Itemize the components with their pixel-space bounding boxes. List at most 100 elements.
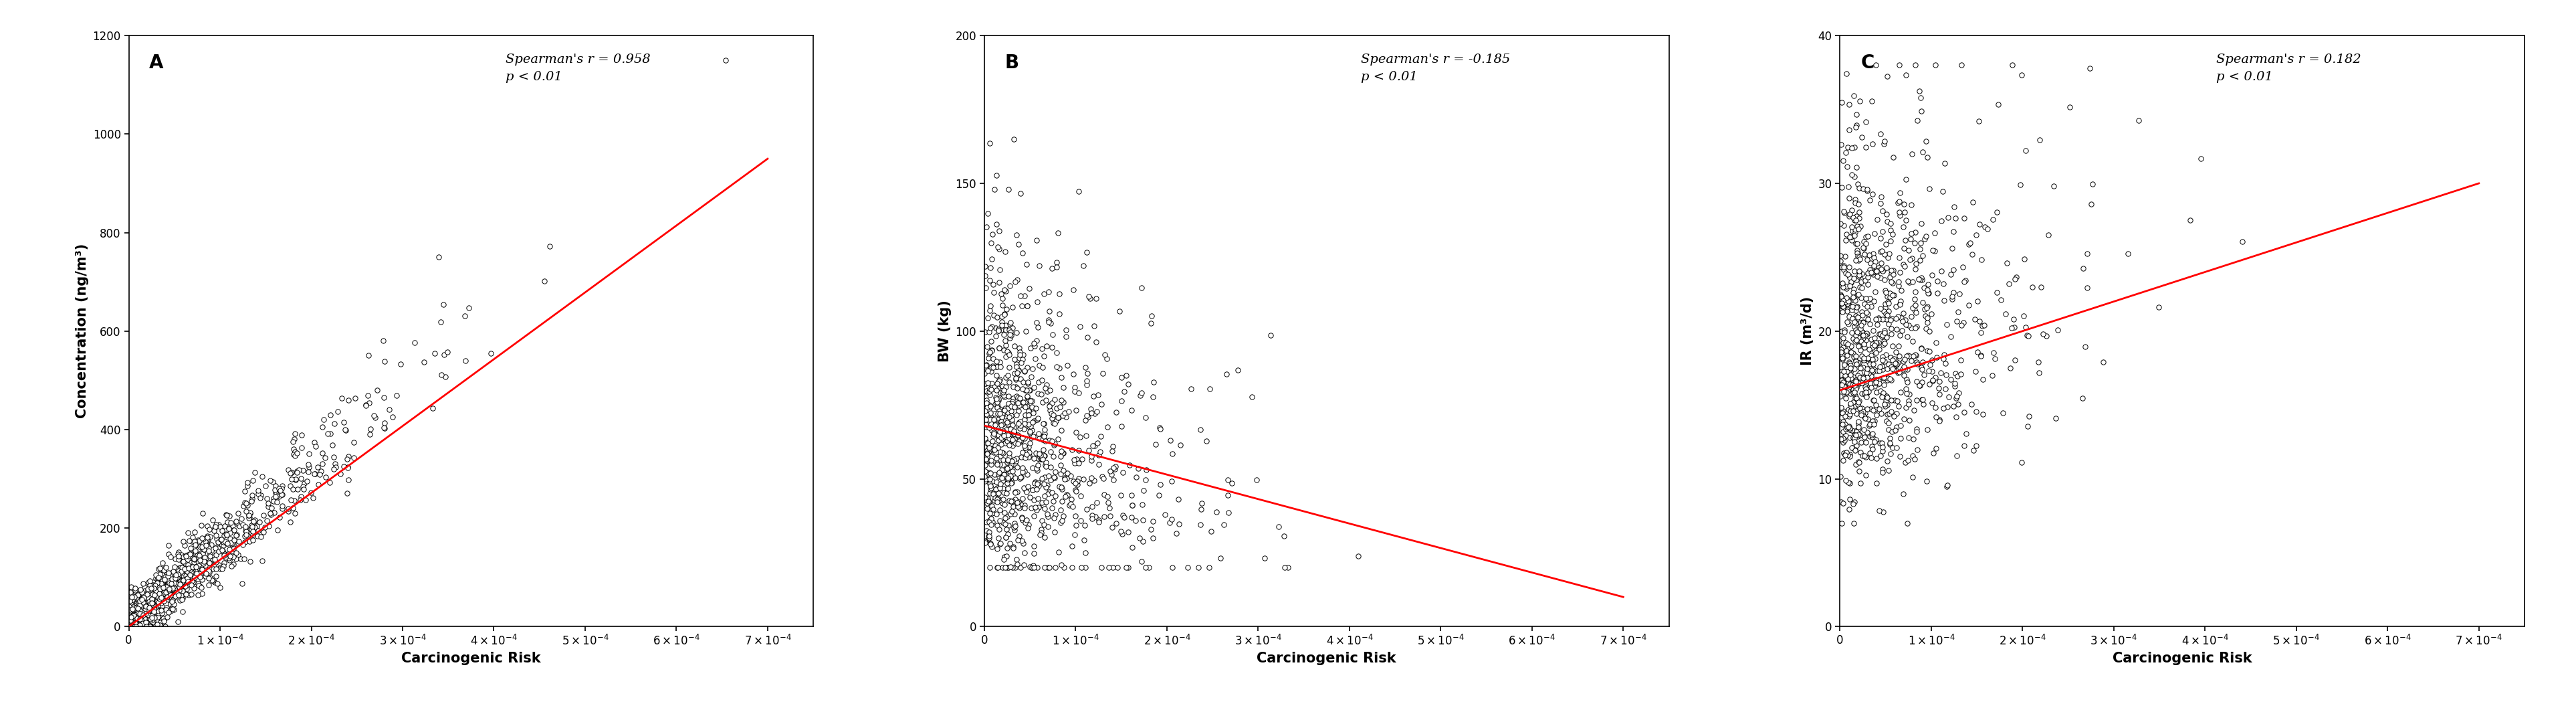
Point [979,342,1020,354]
Point [987,455,1028,466]
Point [268,506,309,517]
Point [979,375,1020,387]
Point [1015,234,1056,246]
Point [227,499,268,511]
Point [984,391,1025,402]
Point [966,525,1007,537]
Point [232,521,273,533]
Point [1883,261,1924,273]
Point [1837,247,1878,258]
Point [1821,436,1862,448]
Point [1025,491,1066,502]
Point [1007,300,1048,312]
Point [994,340,1036,352]
Point [1852,364,1893,375]
Point [1033,329,1074,340]
Point [1048,406,1090,417]
Point [118,606,160,617]
Point [224,497,265,508]
Point [1909,326,1950,337]
Point [134,599,175,610]
Point [1826,373,1868,384]
Point [1824,386,1865,397]
Point [121,618,162,629]
Point [976,446,1018,458]
Point [997,382,1038,394]
Point [1829,409,1870,420]
Point [111,621,152,632]
Point [124,599,165,610]
Point [1837,456,1878,467]
Point [997,409,1038,420]
Point [997,401,1038,412]
Point [165,570,206,582]
Point [1834,518,1875,529]
Point [2071,199,2112,210]
Point [1839,327,1880,338]
Point [191,548,232,560]
Point [994,425,1036,436]
Point [1005,485,1046,496]
Point [1837,327,1878,338]
Point [1033,439,1074,451]
Point [1878,252,1919,263]
Point [1937,399,1978,410]
Point [981,300,1023,311]
Point [1007,441,1048,453]
Point [999,498,1041,510]
Point [134,581,175,592]
Point [147,598,188,609]
Point [1203,519,1244,530]
Point [974,483,1015,495]
Point [1048,500,1090,511]
Point [147,582,188,593]
Point [963,270,1005,281]
Point [1844,431,1886,443]
Point [121,594,162,605]
Point [1837,407,1878,419]
Point [974,408,1015,419]
Point [994,276,1036,287]
Point [185,570,227,582]
Point [1991,322,2032,333]
Point [1072,501,1113,512]
Point [1935,380,1976,392]
Point [139,592,180,603]
Point [1873,442,1914,454]
Point [111,611,152,622]
Point [131,597,173,608]
Point [1121,387,1162,399]
Point [976,494,1018,506]
Point [1847,367,1888,379]
Point [1002,397,1043,408]
Point [966,471,1007,482]
Point [1826,296,1868,308]
Point [1937,387,1978,399]
Point [1832,431,1873,443]
Point [1005,466,1046,477]
Point [1844,328,1886,339]
Point [124,601,165,612]
Point [1834,429,1875,440]
Point [1824,206,1865,217]
Point [981,410,1023,422]
Point [1958,115,1999,127]
Point [1051,493,1092,505]
Point [984,454,1025,465]
Point [1028,400,1069,412]
Point [987,550,1028,562]
Point [1981,294,2022,305]
Point [1847,403,1888,414]
Point [1824,434,1865,446]
Point [113,602,155,613]
Point [131,593,173,604]
Point [1157,493,1198,505]
Point [1857,265,1899,276]
Point [2017,356,2058,367]
Point [1832,287,1873,298]
Point [1870,328,1911,340]
Point [229,508,270,519]
Point [129,621,170,632]
Point [170,564,211,575]
Point [994,459,1036,471]
